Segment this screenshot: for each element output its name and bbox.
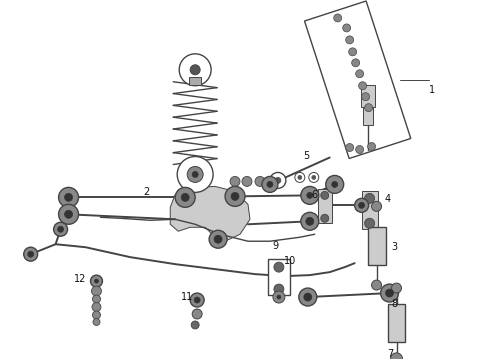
Circle shape [332, 181, 338, 188]
Bar [388, 304, 406, 342]
Circle shape [190, 293, 204, 307]
Circle shape [321, 192, 329, 199]
Text: 6: 6 [312, 190, 318, 201]
Circle shape [298, 175, 302, 179]
Text: 4: 4 [385, 194, 391, 204]
Circle shape [321, 214, 329, 222]
Bar [363, 107, 372, 125]
Circle shape [368, 143, 375, 150]
Circle shape [355, 198, 368, 212]
Circle shape [214, 235, 222, 243]
Circle shape [91, 275, 102, 287]
Circle shape [295, 172, 305, 183]
Circle shape [59, 204, 78, 224]
Bar [268, 259, 290, 295]
Circle shape [381, 284, 398, 302]
Circle shape [270, 172, 286, 188]
Text: 7: 7 [388, 349, 394, 359]
Circle shape [275, 177, 281, 183]
Circle shape [225, 186, 245, 206]
Circle shape [277, 295, 281, 299]
Circle shape [93, 311, 100, 319]
Circle shape [181, 193, 189, 201]
Circle shape [365, 218, 374, 228]
Circle shape [53, 222, 68, 236]
Circle shape [359, 82, 367, 90]
Circle shape [307, 192, 313, 198]
Circle shape [59, 188, 78, 207]
Circle shape [349, 48, 357, 56]
Circle shape [255, 176, 265, 186]
Circle shape [187, 166, 203, 183]
Circle shape [371, 280, 382, 290]
Circle shape [92, 302, 101, 311]
Circle shape [177, 157, 213, 192]
Text: 8: 8 [392, 299, 398, 309]
Text: 9: 9 [272, 241, 278, 251]
Circle shape [356, 145, 364, 153]
Circle shape [299, 288, 317, 306]
Circle shape [359, 202, 365, 208]
Circle shape [343, 24, 351, 32]
Bar [304, 1, 411, 158]
Circle shape [24, 247, 38, 261]
Circle shape [209, 230, 227, 248]
Circle shape [192, 309, 202, 319]
Circle shape [65, 193, 73, 201]
Text: 1: 1 [429, 85, 436, 95]
Circle shape [386, 289, 393, 297]
Circle shape [274, 284, 284, 294]
Bar [368, 227, 386, 265]
Polygon shape [170, 186, 250, 241]
Circle shape [309, 172, 319, 183]
Circle shape [58, 226, 64, 232]
Circle shape [175, 188, 195, 207]
Text: 11: 11 [181, 292, 194, 302]
Circle shape [301, 186, 319, 204]
Circle shape [273, 291, 285, 303]
Circle shape [95, 279, 98, 283]
Circle shape [179, 54, 211, 86]
Circle shape [304, 293, 312, 301]
Circle shape [371, 201, 382, 211]
Circle shape [262, 176, 278, 192]
Circle shape [306, 217, 314, 225]
Circle shape [392, 283, 401, 293]
Circle shape [92, 286, 101, 296]
Text: 5: 5 [303, 150, 309, 161]
Circle shape [231, 192, 239, 201]
Circle shape [230, 176, 240, 186]
Circle shape [345, 36, 354, 44]
Circle shape [334, 14, 342, 22]
Text: 10: 10 [284, 256, 296, 266]
Circle shape [28, 251, 34, 257]
Circle shape [93, 319, 100, 325]
Circle shape [301, 212, 319, 230]
Circle shape [345, 144, 354, 152]
Text: 12: 12 [74, 274, 86, 284]
Circle shape [312, 175, 316, 179]
Circle shape [93, 295, 100, 303]
Circle shape [356, 70, 364, 78]
Circle shape [391, 353, 402, 360]
Circle shape [274, 262, 284, 272]
Circle shape [352, 59, 360, 67]
Circle shape [242, 176, 252, 186]
Circle shape [191, 321, 199, 329]
Bar [362, 192, 378, 229]
Circle shape [190, 65, 200, 75]
Circle shape [365, 193, 374, 203]
Text: 2: 2 [144, 188, 149, 197]
Bar [189, 77, 201, 85]
Circle shape [362, 93, 369, 101]
Circle shape [326, 175, 343, 193]
Circle shape [365, 104, 372, 112]
Text: 3: 3 [392, 242, 398, 252]
Circle shape [194, 297, 200, 303]
Bar [318, 189, 332, 223]
Circle shape [267, 181, 273, 188]
Circle shape [192, 171, 198, 177]
Bar [361, 85, 374, 107]
Circle shape [65, 210, 73, 218]
